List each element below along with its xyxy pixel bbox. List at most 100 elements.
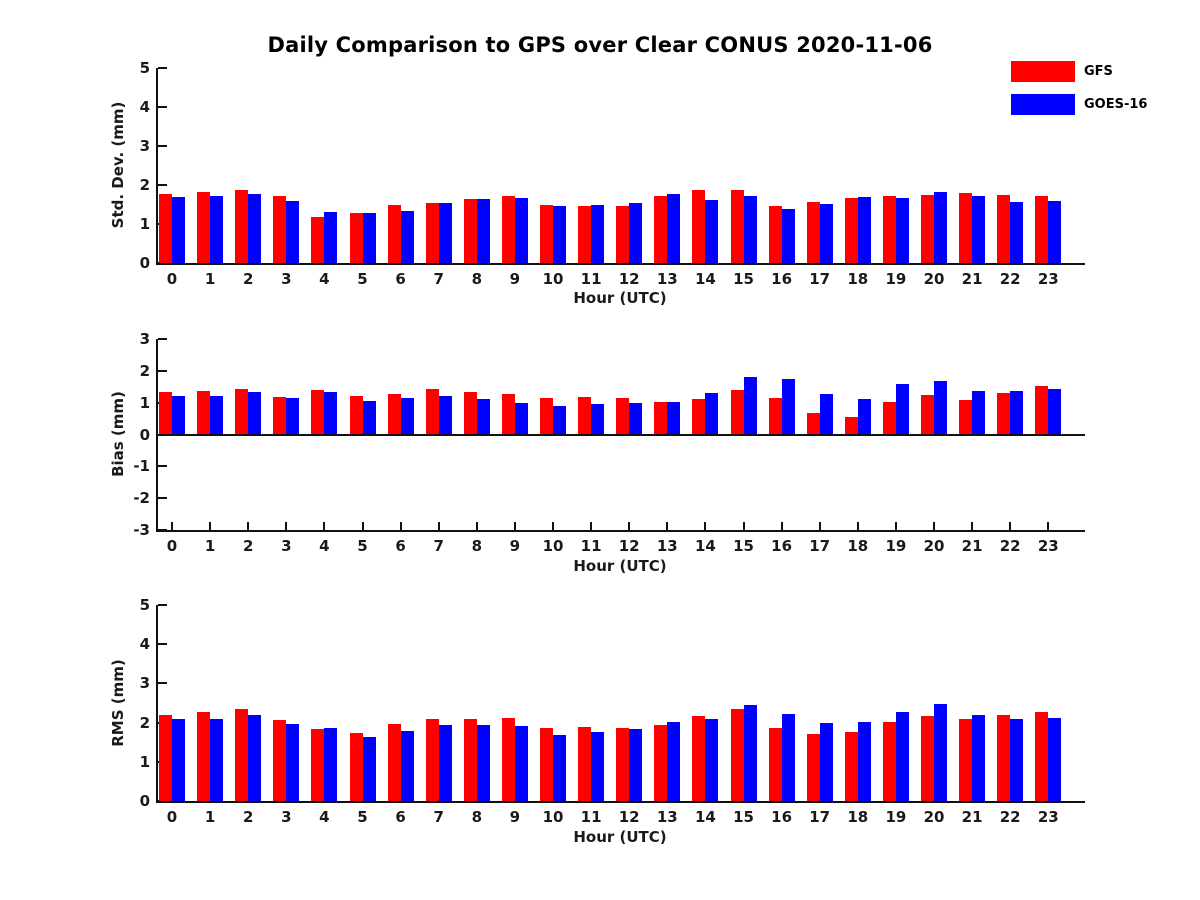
- x-tick-label: 9: [509, 270, 521, 288]
- bar-gfs: [768, 206, 782, 263]
- x-tick: [552, 522, 554, 530]
- bar-gfs: [349, 212, 363, 263]
- x-tick-label: 22: [999, 270, 1021, 288]
- x-tick-label: 5: [357, 270, 368, 288]
- bar-gfs: [540, 728, 553, 801]
- bar-goes16: [705, 199, 719, 263]
- bar-goes16: [781, 378, 795, 435]
- x-tick-label: 2: [242, 808, 254, 826]
- x-tick-label: 5: [357, 808, 368, 826]
- x-tick-label: 12: [618, 537, 640, 555]
- bar-goes16: [514, 198, 528, 263]
- bar-gfs: [349, 396, 363, 435]
- bar-goes16: [1048, 389, 1062, 435]
- bar-goes16: [743, 377, 757, 435]
- bar-goes16: [895, 197, 909, 263]
- bar-goes16: [286, 200, 300, 263]
- bar-gfs: [540, 204, 553, 263]
- bar-gfs: [425, 202, 439, 263]
- bar-goes16: [972, 195, 986, 263]
- bar-gfs: [997, 194, 1011, 263]
- y-tick-label: 1: [139, 393, 150, 412]
- x-tick-label: 20: [923, 808, 945, 826]
- x-tick: [361, 522, 364, 530]
- x-tick-label: 15: [733, 537, 754, 555]
- y-tick-label: 2: [139, 361, 150, 380]
- bar-goes16: [857, 197, 871, 263]
- bar-gfs: [311, 216, 325, 263]
- bar-goes16: [591, 404, 605, 435]
- goes16-color-swatch: [1011, 93, 1075, 115]
- bar-gfs: [463, 198, 477, 263]
- y-tick: [158, 338, 167, 340]
- bar-goes16: [362, 401, 376, 435]
- bar-goes16: [1010, 390, 1024, 435]
- bar-gfs: [387, 204, 401, 263]
- bar-goes16: [324, 728, 338, 801]
- x-tick: [780, 522, 783, 530]
- bar-goes16: [248, 194, 262, 263]
- x-tick-label: 18: [847, 270, 869, 288]
- bar-gfs: [387, 393, 401, 435]
- x-tick-label: 8: [471, 808, 483, 826]
- bar-goes16: [705, 393, 719, 435]
- x-tick: [742, 522, 745, 530]
- bar-goes16: [553, 735, 566, 801]
- bar-goes16: [895, 384, 909, 435]
- bar-goes16: [514, 403, 528, 435]
- goes16-legend-label: GOES-16: [1084, 96, 1148, 112]
- bar-goes16: [324, 211, 338, 263]
- gfs-legend-label: GFS: [1084, 63, 1113, 79]
- y-tick: [158, 184, 167, 186]
- y-tick-label: 1: [139, 215, 150, 233]
- bar-goes16: [667, 193, 681, 263]
- bar-gfs: [654, 724, 668, 801]
- x-tick-label: 6: [395, 808, 406, 826]
- bar-goes16: [438, 724, 452, 801]
- bar-goes16: [819, 393, 833, 435]
- x-tick: [971, 522, 974, 530]
- bar-gfs: [540, 397, 553, 435]
- x-tick-label: 17: [809, 537, 831, 555]
- x-tick-label: 20: [923, 537, 945, 555]
- bar-gfs: [882, 401, 896, 435]
- x-tick: [894, 522, 897, 530]
- x-tick-label: 15: [733, 270, 754, 288]
- x-tick-label: 23: [1037, 808, 1059, 826]
- bar-gfs: [844, 731, 858, 801]
- x-tick: [399, 522, 402, 530]
- y-tick-label: 1: [139, 752, 150, 771]
- x-tick-label: 17: [809, 808, 831, 826]
- bar-goes16: [514, 726, 528, 801]
- bar-gfs: [311, 728, 325, 801]
- bar-gfs: [921, 195, 934, 263]
- bar-gfs: [578, 205, 592, 263]
- bar-goes16: [591, 731, 605, 801]
- bar-gfs: [806, 412, 820, 435]
- x-tick-label: 21: [961, 537, 983, 555]
- x-tick: [323, 522, 326, 530]
- legend-item-gfs: GFS: [1011, 60, 1147, 82]
- bar-goes16: [400, 731, 414, 801]
- bar-gfs: [730, 709, 744, 801]
- x-tick-label: 2: [242, 537, 254, 555]
- x-tick: [1009, 522, 1012, 530]
- bar-gfs: [463, 719, 477, 801]
- y-tick: [158, 497, 167, 500]
- y-tick: [158, 106, 167, 108]
- x-tick-label: 22: [999, 808, 1021, 826]
- bar-gfs: [654, 195, 668, 263]
- x-tick-label: 12: [618, 270, 640, 288]
- bar-goes16: [438, 203, 452, 263]
- bar-gfs: [997, 715, 1011, 801]
- x-tick: [704, 522, 707, 530]
- bar-gfs: [273, 196, 287, 263]
- x-tick-label: 10: [542, 537, 564, 555]
- bar-gfs: [616, 205, 630, 263]
- bar-gfs: [959, 192, 973, 263]
- bar-gfs: [616, 397, 630, 435]
- bar-goes16: [553, 405, 566, 435]
- bar-goes16: [1010, 201, 1024, 263]
- x-tick: [247, 522, 250, 530]
- y-tick-label: -3: [133, 521, 150, 539]
